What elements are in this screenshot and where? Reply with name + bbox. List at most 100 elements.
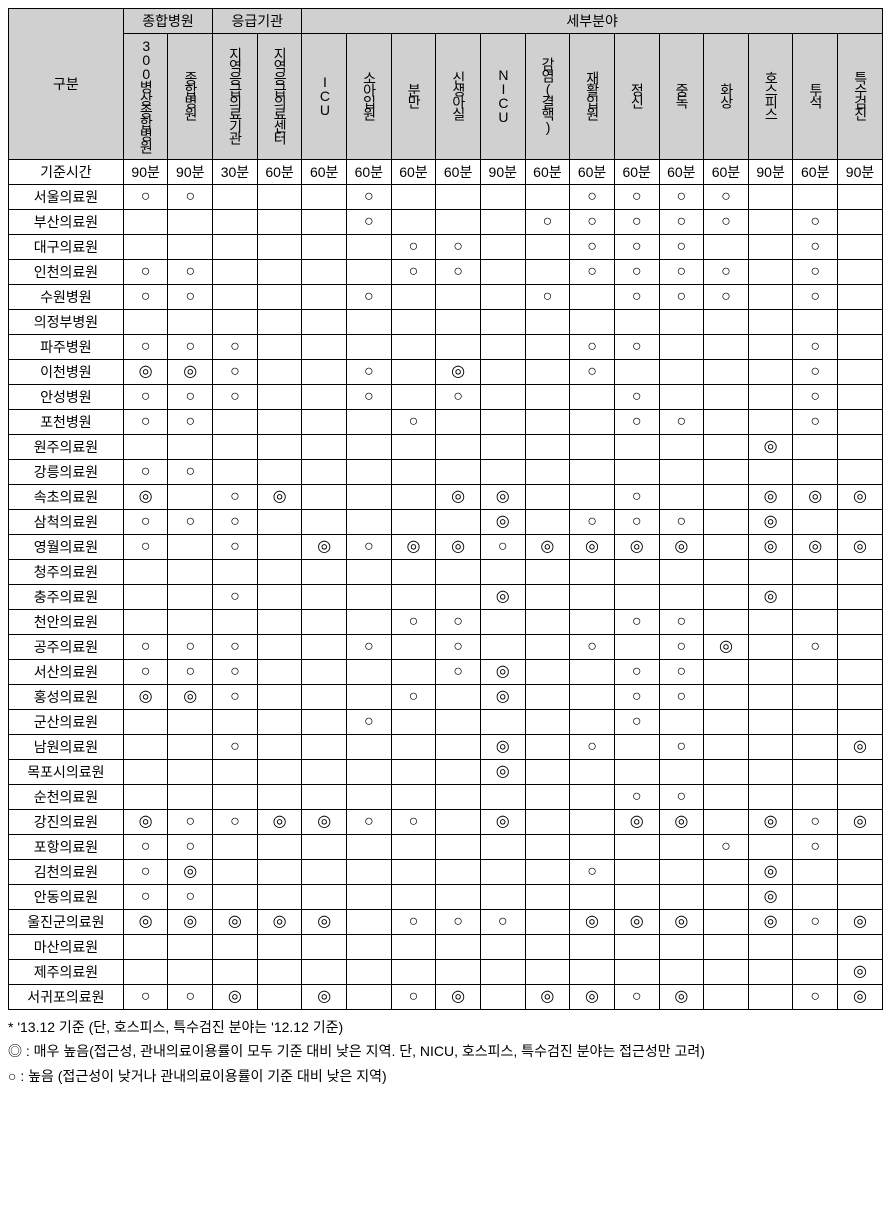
row-name: 마산의료원 xyxy=(9,935,124,960)
mark-cell: ○ xyxy=(347,635,392,660)
mark-cell: ○ xyxy=(659,185,704,210)
mark-cell xyxy=(480,885,525,910)
mark-cell xyxy=(570,760,615,785)
col-c8: 신생아실 xyxy=(436,34,481,160)
mark-cell: ○ xyxy=(659,660,704,685)
mark-cell xyxy=(704,935,749,960)
mark-cell xyxy=(570,460,615,485)
mark-cell: ○ xyxy=(168,985,213,1010)
mark-cell: ○ xyxy=(659,785,704,810)
mark-cell: ◎ xyxy=(614,910,659,935)
mark-cell xyxy=(704,485,749,510)
base-time-cell: 60분 xyxy=(391,160,436,185)
base-time-cell: 60분 xyxy=(704,160,749,185)
mark-cell xyxy=(525,185,570,210)
mark-cell: ○ xyxy=(793,385,838,410)
mark-cell xyxy=(659,485,704,510)
col-c4: 지역응급의료센터 xyxy=(257,34,302,160)
mark-cell xyxy=(391,185,436,210)
mark-cell xyxy=(123,585,168,610)
mark-cell xyxy=(480,385,525,410)
mark-cell: ○ xyxy=(793,260,838,285)
mark-cell xyxy=(391,785,436,810)
mark-cell xyxy=(748,710,793,735)
mark-cell xyxy=(838,385,883,410)
mark-cell xyxy=(168,760,213,785)
mark-cell xyxy=(302,710,347,735)
base-time-cell: 60분 xyxy=(793,160,838,185)
mark-cell xyxy=(168,710,213,735)
mark-cell xyxy=(480,860,525,885)
mark-cell: ○ xyxy=(525,210,570,235)
mark-cell xyxy=(748,635,793,660)
mark-cell xyxy=(838,560,883,585)
mark-cell: ◎ xyxy=(525,985,570,1010)
base-time-cell: 90분 xyxy=(168,160,213,185)
mark-cell xyxy=(391,960,436,985)
mark-cell: ○ xyxy=(570,235,615,260)
mark-cell xyxy=(614,560,659,585)
mark-cell xyxy=(704,810,749,835)
table-row: 안성병원○○○○○○○ xyxy=(9,385,883,410)
mark-cell xyxy=(525,710,570,735)
row-name: 청주의료원 xyxy=(9,560,124,585)
mark-cell: ○ xyxy=(704,185,749,210)
mark-cell xyxy=(748,960,793,985)
table-row: 순천의료원○○ xyxy=(9,785,883,810)
col-c9: NICU xyxy=(480,34,525,160)
mark-cell: ◎ xyxy=(838,535,883,560)
mark-cell xyxy=(525,460,570,485)
mark-cell xyxy=(838,585,883,610)
mark-cell: ○ xyxy=(614,710,659,735)
mark-cell xyxy=(347,785,392,810)
row-name: 수원병원 xyxy=(9,285,124,310)
row-name: 천안의료원 xyxy=(9,610,124,635)
mark-cell xyxy=(436,585,481,610)
mark-cell xyxy=(614,310,659,335)
mark-cell xyxy=(302,785,347,810)
table-row: 파주병원○○○○○○ xyxy=(9,335,883,360)
mark-cell xyxy=(704,960,749,985)
mark-cell xyxy=(659,560,704,585)
mark-cell: ◎ xyxy=(659,810,704,835)
mark-cell: ◎ xyxy=(659,985,704,1010)
mark-cell xyxy=(614,760,659,785)
col-c11: 재활입원 xyxy=(570,34,615,160)
mark-cell: ○ xyxy=(614,485,659,510)
mark-cell xyxy=(302,560,347,585)
mark-cell: ○ xyxy=(614,235,659,260)
mark-cell xyxy=(347,310,392,335)
mark-cell xyxy=(838,885,883,910)
mark-cell: ○ xyxy=(123,835,168,860)
mark-cell xyxy=(704,710,749,735)
table-row: 부산의료원○○○○○○○ xyxy=(9,210,883,235)
note-line-1: * '13.12 기준 (단, 호스피스, 특수검진 분야는 '12.12 기준… xyxy=(8,1016,883,1038)
mark-cell xyxy=(704,585,749,610)
mark-cell xyxy=(480,560,525,585)
mark-cell xyxy=(257,785,302,810)
mark-cell xyxy=(213,560,258,585)
mark-cell: ○ xyxy=(391,685,436,710)
mark-cell xyxy=(659,935,704,960)
mark-cell: ○ xyxy=(391,235,436,260)
mark-cell xyxy=(838,685,883,710)
mark-cell xyxy=(436,285,481,310)
mark-cell xyxy=(168,210,213,235)
mark-cell xyxy=(168,935,213,960)
mark-cell: ○ xyxy=(123,535,168,560)
mark-cell xyxy=(570,785,615,810)
mark-cell: ◎ xyxy=(123,360,168,385)
mark-cell xyxy=(525,485,570,510)
mark-cell xyxy=(436,185,481,210)
base-time-label: 기준시간 xyxy=(9,160,124,185)
mark-cell: ◎ xyxy=(480,510,525,535)
row-name: 서귀포의료원 xyxy=(9,985,124,1010)
mark-cell xyxy=(302,935,347,960)
mark-cell xyxy=(391,860,436,885)
col-c10: 감염(결핵) xyxy=(525,34,570,160)
mark-cell xyxy=(614,835,659,860)
mark-cell: ◎ xyxy=(302,985,347,1010)
mark-cell xyxy=(257,710,302,735)
row-name: 공주의료원 xyxy=(9,635,124,660)
col-c12: 정신 xyxy=(614,34,659,160)
